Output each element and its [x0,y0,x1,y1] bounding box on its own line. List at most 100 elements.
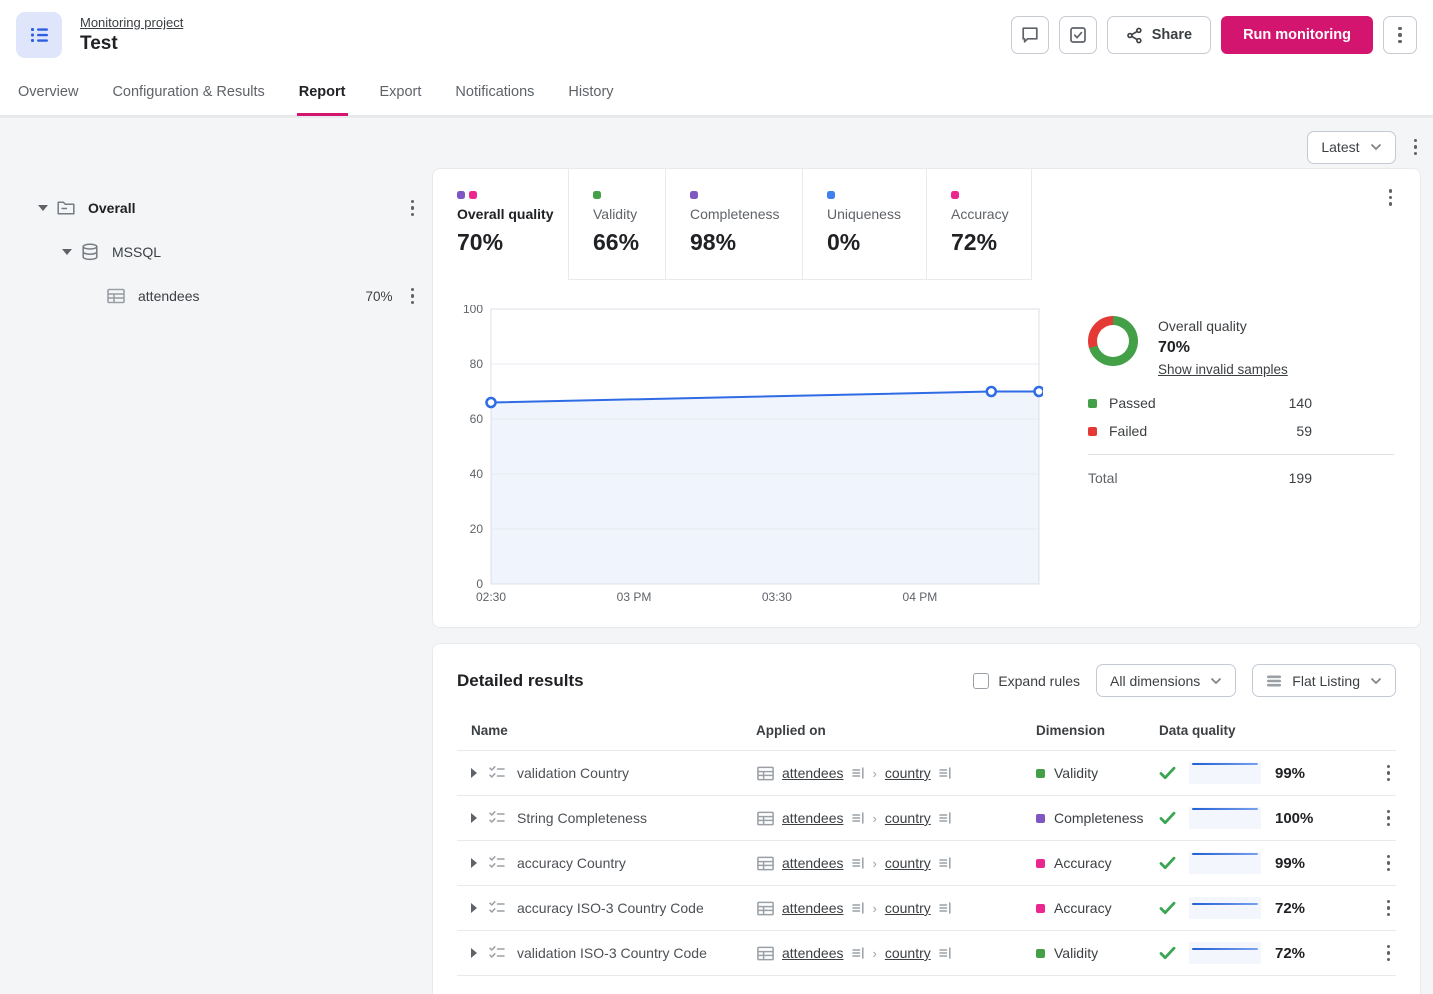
caret-down-icon[interactable] [38,205,48,211]
column-link[interactable]: country [885,900,931,916]
comment-button[interactable] [1011,16,1049,54]
card-value: 72% [951,229,1031,256]
share-button-label: Share [1152,27,1192,43]
quality-percent: 72% [1275,945,1331,962]
svg-text:02:30: 02:30 [476,590,506,604]
column-link[interactable]: country [885,810,931,826]
expand-row-caret-icon[interactable] [471,813,477,823]
project-icon [16,12,62,58]
dimension-dot [951,191,959,199]
run-monitoring-button[interactable]: Run monitoring [1221,16,1373,54]
tab-report[interactable]: Report [297,84,348,116]
rule-name[interactable]: validation Country [517,765,629,781]
row-menu-button[interactable] [1383,761,1395,786]
dimension-swatch [1036,814,1045,823]
tab-export[interactable]: Export [378,84,424,116]
table-icon [756,809,775,828]
card-value: 66% [593,229,665,256]
row-menu-button[interactable] [1383,851,1395,876]
header-menu-button[interactable] [1383,16,1417,54]
checkmark-icon [1159,810,1176,826]
rule-name[interactable]: String Completeness [517,810,647,826]
tasks-button[interactable] [1059,16,1097,54]
tree-item-overall[interactable]: Overall [16,194,432,222]
card-overall-quality[interactable]: Overall quality 70% [433,169,569,280]
card-completeness[interactable]: Completeness 98% [666,169,803,280]
dimension-label: Validity [1054,765,1098,781]
rule-checklist-icon [487,943,507,963]
rule-name[interactable]: validation ISO-3 Country Code [517,945,707,961]
passed-swatch [1088,399,1097,408]
version-select[interactable]: Latest [1307,131,1395,164]
svg-text:04 PM: 04 PM [903,590,938,604]
expand-rules-checkbox-row[interactable]: Expand rules [973,673,1080,689]
listing-mode-select[interactable]: Flat Listing [1252,664,1396,697]
quality-trend-chart[interactable]: 02040608010002:3003 PM03:3004 PM [449,305,1043,608]
row-menu-button[interactable] [1383,941,1395,966]
folder-icon [56,198,76,218]
svg-text:0: 0 [476,577,483,591]
table-link[interactable]: attendees [782,810,844,826]
tab-configuration-results[interactable]: Configuration & Results [110,84,266,116]
table-link[interactable]: attendees [782,855,844,871]
expand-row-caret-icon[interactable] [471,903,477,913]
expand-row-caret-icon[interactable] [471,768,477,778]
chevron-right-icon: › [872,811,878,826]
share-button[interactable]: Share [1107,16,1211,54]
table-link[interactable]: attendees [782,900,844,916]
dimension-dot [827,191,835,199]
table-icon [756,764,775,783]
failed-swatch [1088,427,1097,436]
tab-history[interactable]: History [566,84,615,116]
tab-notifications[interactable]: Notifications [453,84,536,116]
svg-text:60: 60 [470,412,484,426]
row-menu-button[interactable] [1383,896,1395,921]
row-menu-button[interactable] [1383,806,1395,831]
tree-item-menu-button[interactable] [407,196,419,221]
tree-item-menu-button[interactable] [407,284,419,309]
report-version-menu-button[interactable] [1410,135,1422,160]
table-link[interactable]: attendees [782,765,844,781]
quality-sparkline [1189,807,1261,829]
card-label: Uniqueness [827,206,926,222]
show-invalid-samples-link[interactable]: Show invalid samples [1158,362,1288,377]
caret-down-icon[interactable] [62,249,72,255]
tab-overview[interactable]: Overview [16,84,80,116]
expand-row-caret-icon[interactable] [471,948,477,958]
tree-item-attendees[interactable]: attendees 70% [16,282,432,310]
rule-name[interactable]: accuracy Country [517,855,626,871]
dimensions-filter-select[interactable]: All dimensions [1096,664,1236,697]
listing-mode-value: Flat Listing [1292,673,1360,689]
table-icon [756,944,775,963]
quality-percent: 100% [1275,810,1331,827]
table-row: accuracy ISO-3 Country Code attendees › … [457,886,1396,931]
chevron-down-icon [1210,677,1222,685]
rule-name[interactable]: accuracy ISO-3 Country Code [517,900,704,916]
card-accuracy[interactable]: Accuracy 72% [927,169,1032,280]
expand-row-caret-icon[interactable] [471,858,477,868]
tree-item-mssql[interactable]: MSSQL [16,238,432,266]
card-uniqueness[interactable]: Uniqueness 0% [803,169,927,280]
svg-text:03 PM: 03 PM [617,590,652,604]
summary-title: Overall quality [1158,318,1288,334]
svg-text:40: 40 [470,467,484,481]
kebab-icon [1394,23,1406,48]
column-link[interactable]: country [885,855,931,871]
report-panel-menu-button[interactable] [1385,185,1397,210]
failed-count: 59 [1296,423,1312,439]
dimension-dot [593,191,601,199]
profile-icon [851,901,865,915]
profile-icon [938,766,952,780]
column-link[interactable]: country [885,945,931,961]
divider [1088,454,1394,455]
chevron-down-icon [1370,143,1382,151]
chevron-right-icon: › [872,901,878,916]
expand-rules-checkbox[interactable] [973,673,989,689]
profile-icon [938,901,952,915]
breadcrumb[interactable]: Monitoring project [80,15,183,30]
tree-item-quality: 70% [365,289,392,304]
dimension-swatch [1036,859,1045,868]
card-validity[interactable]: Validity 66% [569,169,666,280]
table-link[interactable]: attendees [782,945,844,961]
column-link[interactable]: country [885,765,931,781]
